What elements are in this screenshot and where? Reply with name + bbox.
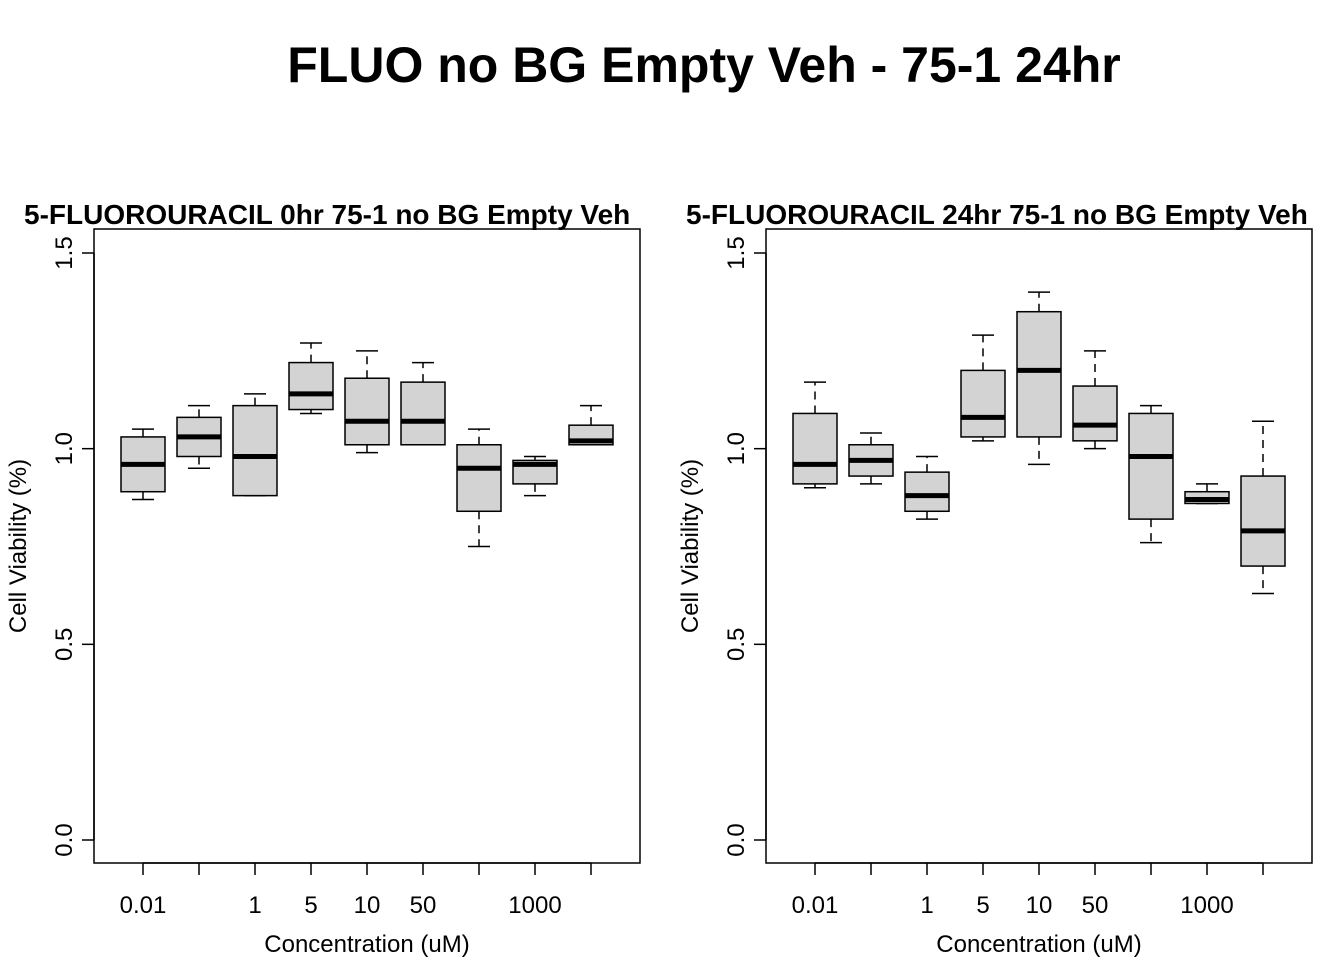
x-tick-label-0hr: 5 <box>304 892 317 919</box>
x-tick-label-24hr: 5 <box>976 892 989 919</box>
panel-0hr: 5-FLUOROURACIL 0hr 75-1 no BG Empty Veh … <box>5 199 641 958</box>
y-tick-label-24hr: 1.5 <box>723 236 750 269</box>
x-tick-label-24hr: 1000 <box>1180 892 1233 919</box>
x-tick-label-0hr: 0.01 <box>120 892 167 919</box>
x-tick-label-0hr: 10 <box>354 892 381 919</box>
x-tick-label-0hr: 1 <box>248 892 261 919</box>
y-tick-label-0hr: 1.0 <box>51 432 78 465</box>
box-iqr <box>456 444 502 513</box>
box-24hr-6 <box>1072 350 1118 450</box>
figure-title: FLUO no BG Empty Veh - 75-1 24hr <box>287 37 1121 93</box>
plot-frame-0hr <box>93 228 641 864</box>
box-iqr <box>792 412 838 485</box>
box-24hr-1 <box>792 381 838 489</box>
x-tick-label-24hr: 1 <box>920 892 933 919</box>
box-24hr-7 <box>1128 404 1174 544</box>
x-tick-label-0hr: 50 <box>410 892 437 919</box>
marks-0hr: 0.0 0.5 1.0 1.5 0.01 1 5 10 50 1000 <box>51 236 614 919</box>
box-0hr-7 <box>456 428 502 548</box>
y-tick-label-24hr: 0.5 <box>723 628 750 661</box>
x-axis-label-24hr: Concentration (uM) <box>936 931 1141 958</box>
box-0hr-4 <box>288 342 334 415</box>
x-tick-label-24hr: 50 <box>1082 892 1109 919</box>
box-24hr-9 <box>1240 420 1286 595</box>
box-iqr <box>1128 412 1174 520</box>
y-tick-label-24hr: 1.0 <box>723 432 750 465</box>
x-tick-label-24hr: 10 <box>1026 892 1053 919</box>
box-iqr <box>1072 385 1118 442</box>
box-0hr-1 <box>120 428 166 501</box>
y-tick-label-0hr: 1.5 <box>51 236 78 269</box>
box-iqr <box>344 377 390 446</box>
box-iqr <box>904 471 950 513</box>
box-24hr-2 <box>848 432 894 485</box>
y-tick-label-0hr: 0.0 <box>51 823 78 856</box>
marks-24hr: 0.0 0.5 1.0 1.5 0.01 1 5 10 50 1000 <box>723 236 1286 919</box>
box-0hr-8 <box>512 455 558 497</box>
x-axis-label-0hr: Concentration (uM) <box>264 931 469 958</box>
box-24hr-8 <box>1184 483 1230 505</box>
box-iqr <box>400 381 446 446</box>
y-axis-label-0hr: Cell Viability (%) <box>5 459 32 633</box>
panel-24hr: 5-FLUOROURACIL 24hr 75-1 no BG Empty Veh… <box>677 199 1313 958</box>
box-24hr-3 <box>904 455 950 520</box>
box-iqr <box>960 369 1006 438</box>
panel-title-24hr: 5-FLUOROURACIL 24hr 75-1 no BG Empty Veh <box>686 199 1308 230</box>
x-tick-label-24hr: 0.01 <box>792 892 839 919</box>
box-0hr-6 <box>400 361 446 446</box>
box-0hr-3 <box>232 393 278 497</box>
box-iqr <box>232 404 278 497</box>
y-axis-label-24hr: Cell Viability (%) <box>677 459 704 633</box>
box-iqr <box>1240 475 1286 567</box>
box-24hr-5 <box>1016 291 1062 466</box>
y-tick-label-24hr: 0.0 <box>723 823 750 856</box>
x-tick-label-0hr: 1000 <box>508 892 561 919</box>
box-iqr <box>288 361 334 411</box>
panel-title-0hr: 5-FLUOROURACIL 0hr 75-1 no BG Empty Veh <box>24 199 630 230</box>
box-0hr-5 <box>344 350 390 454</box>
y-tick-label-0hr: 0.5 <box>51 628 78 661</box>
box-iqr <box>1016 310 1062 438</box>
box-24hr-4 <box>960 334 1006 442</box>
box-0hr-2 <box>176 404 222 469</box>
box-0hr-9 <box>568 404 614 446</box>
